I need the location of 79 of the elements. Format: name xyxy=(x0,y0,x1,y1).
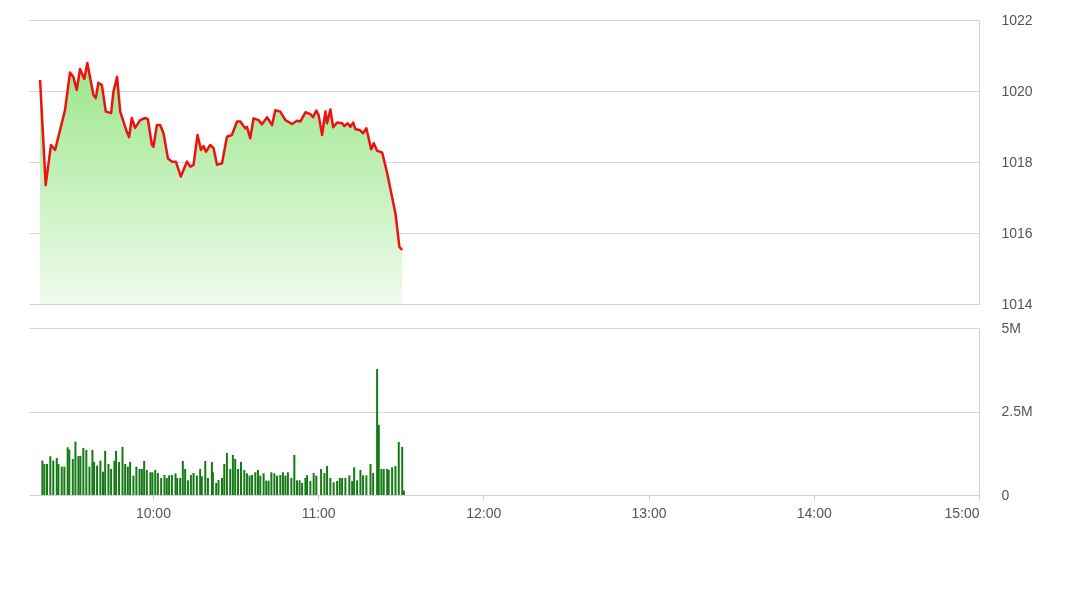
bar xyxy=(315,475,318,495)
bar xyxy=(143,460,146,495)
bar xyxy=(176,477,179,495)
bar xyxy=(82,447,85,495)
bar xyxy=(338,477,341,495)
y-tick-label: 1022 xyxy=(1001,11,1033,28)
y-tick-label: 0 xyxy=(1001,486,1010,503)
bar xyxy=(135,466,138,495)
bar xyxy=(348,475,351,495)
y-tick-label: 2.5M xyxy=(1001,403,1033,419)
bar xyxy=(254,472,257,495)
bar xyxy=(262,473,265,495)
x-tick-label: 12:00 xyxy=(466,504,502,521)
bar xyxy=(231,454,234,495)
bar xyxy=(204,460,207,495)
bar xyxy=(270,472,273,495)
bar xyxy=(365,475,368,495)
bar xyxy=(256,469,259,495)
bar xyxy=(126,466,129,495)
bar xyxy=(99,460,102,495)
bar xyxy=(344,477,347,495)
bar xyxy=(301,482,304,495)
bar xyxy=(189,474,192,495)
x-tick-label: 15:00 xyxy=(944,504,980,521)
bar xyxy=(336,480,339,495)
y-tick-label: 1014 xyxy=(1001,295,1033,312)
bar xyxy=(225,452,228,495)
bar xyxy=(312,472,315,495)
bar xyxy=(284,475,287,495)
bar xyxy=(251,474,254,495)
bar xyxy=(245,473,248,495)
bar xyxy=(353,467,356,495)
x-tick-label: 14:00 xyxy=(796,504,833,521)
bar xyxy=(96,465,99,495)
bar xyxy=(401,446,404,495)
bar xyxy=(248,475,251,495)
bar xyxy=(156,472,159,495)
bar xyxy=(359,469,362,495)
bar xyxy=(320,468,323,495)
y-tick-label: 1016 xyxy=(1001,224,1033,241)
bar xyxy=(49,456,52,495)
bar xyxy=(181,460,184,495)
bar xyxy=(63,466,66,495)
bar xyxy=(154,469,157,495)
bar xyxy=(391,467,394,495)
bar xyxy=(60,466,63,495)
bar xyxy=(192,472,195,495)
bar xyxy=(394,465,397,495)
bar xyxy=(91,449,94,495)
x-tick-label: 13:00 xyxy=(631,504,667,521)
bar xyxy=(104,450,107,495)
bar xyxy=(298,480,301,495)
bar xyxy=(165,477,168,495)
x-tick-label: 11:00 xyxy=(301,504,336,521)
bar xyxy=(74,441,77,495)
bar xyxy=(293,454,296,495)
bar xyxy=(397,441,400,495)
bar xyxy=(85,449,88,495)
bar xyxy=(286,472,289,495)
bar xyxy=(129,461,132,495)
bar xyxy=(43,463,46,495)
bar xyxy=(121,446,124,495)
y-tick-label: 5M xyxy=(1001,319,1021,336)
bar xyxy=(341,477,344,495)
bar xyxy=(115,450,118,495)
bar xyxy=(163,474,166,495)
x-tick-label: 10:00 xyxy=(135,504,172,521)
bar xyxy=(369,463,372,495)
y-tick-label: 1020 xyxy=(1001,82,1033,99)
bar xyxy=(376,369,379,495)
bar xyxy=(332,482,335,495)
bar xyxy=(326,465,329,495)
y-tick-label: 1018 xyxy=(1001,153,1033,170)
bar xyxy=(217,479,220,495)
bar xyxy=(239,461,242,495)
bar xyxy=(41,460,44,495)
bar xyxy=(234,458,237,495)
bar xyxy=(160,477,163,495)
bar xyxy=(199,468,202,495)
